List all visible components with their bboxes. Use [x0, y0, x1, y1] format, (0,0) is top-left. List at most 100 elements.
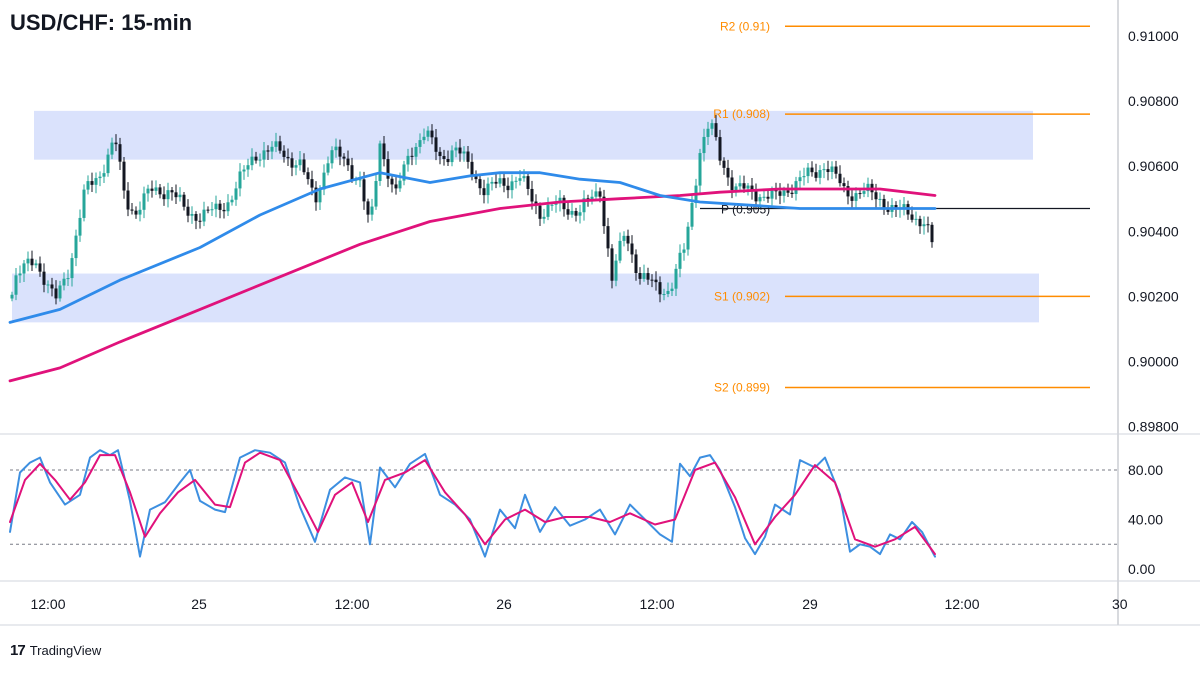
candle-body	[558, 197, 562, 204]
candle-body	[526, 176, 530, 189]
candle-body	[830, 166, 834, 172]
tradingview-wordmark: TradingView	[29, 643, 102, 658]
candle-body	[674, 268, 678, 289]
candle-body	[594, 191, 598, 197]
candle-body	[190, 213, 194, 216]
resistance-zone	[34, 110, 1033, 160]
candle-body	[130, 209, 134, 211]
candle-body	[358, 179, 362, 181]
s1-label: S1 (0.902)	[714, 289, 770, 303]
candle-body	[466, 151, 470, 162]
candle-body	[390, 178, 394, 185]
candle-body	[54, 288, 58, 299]
candle-body	[194, 213, 198, 221]
candle-body	[154, 187, 158, 191]
candle-body	[46, 284, 50, 286]
candle-body	[270, 146, 274, 152]
candle-body	[838, 173, 842, 184]
candle-body	[98, 176, 102, 179]
candle-body	[338, 146, 342, 157]
candle-body	[262, 150, 266, 160]
candle-body	[418, 140, 422, 147]
time-tick-label: 12:00	[639, 596, 674, 612]
time-tick-label: 12:00	[30, 596, 65, 612]
candle-body	[274, 141, 278, 147]
candle-body	[278, 141, 282, 151]
candle-body	[94, 178, 98, 185]
candle-body	[310, 179, 314, 188]
tradingview-mark-icon: 17	[10, 642, 26, 659]
candle-body	[582, 198, 586, 213]
candle-body	[642, 273, 646, 279]
candle-body	[834, 166, 838, 174]
candle-body	[810, 167, 814, 173]
candle-body	[798, 177, 802, 182]
time-tick-label: 12:00	[334, 596, 369, 612]
stoch-tick-label: 80.00	[1128, 462, 1163, 478]
candle-body	[598, 191, 602, 197]
candle-body	[110, 142, 114, 155]
candle-body	[630, 243, 634, 255]
candle-body	[698, 153, 702, 186]
candle-body	[374, 181, 378, 207]
candle-body	[538, 205, 542, 219]
candle-body	[206, 209, 210, 211]
candle-body	[518, 178, 522, 181]
candle-body	[366, 201, 370, 215]
candle-body	[414, 146, 418, 157]
candle-body	[318, 189, 322, 203]
candle-body	[246, 165, 250, 170]
candle-body	[730, 177, 734, 191]
candle-body	[814, 172, 818, 178]
candle-body	[546, 204, 550, 217]
candle-body	[14, 275, 18, 295]
r1-label: R1 (0.908)	[713, 107, 770, 121]
time-tick-label: 26	[496, 596, 512, 612]
candle-body	[510, 181, 514, 191]
candle-body	[762, 196, 766, 198]
candle-body	[846, 186, 850, 197]
candle-body	[922, 224, 926, 227]
candle-body	[530, 188, 534, 202]
candle-body	[622, 235, 626, 241]
price-tick-label: 0.90200	[1128, 288, 1179, 304]
candle-body	[522, 176, 526, 179]
candle-body	[126, 190, 130, 210]
candle-body	[794, 181, 798, 194]
candle-body	[474, 176, 478, 180]
candle-body	[854, 193, 858, 201]
candle-body	[370, 206, 374, 215]
candle-body	[322, 172, 326, 190]
candle-body	[850, 196, 854, 201]
candle-body	[62, 278, 66, 286]
candle-body	[286, 156, 290, 159]
candle-body	[550, 204, 554, 206]
candle-body	[186, 206, 190, 216]
candle-body	[50, 284, 54, 289]
candle-body	[342, 156, 346, 159]
candle-body	[250, 156, 254, 166]
candle-body	[442, 156, 446, 159]
s2-label: S2 (0.899)	[714, 380, 770, 394]
candle-body	[378, 143, 382, 182]
candle-body	[586, 198, 590, 200]
candle-body	[362, 179, 366, 202]
candle-body	[102, 173, 106, 177]
candle-body	[902, 204, 906, 208]
time-tick-label: 30	[1112, 596, 1128, 612]
candle-body	[242, 169, 246, 172]
candle-body	[430, 130, 434, 138]
time-tick-label: 29	[802, 596, 818, 612]
candle-body	[406, 155, 410, 165]
candle-body	[422, 136, 426, 141]
candle-body	[506, 185, 510, 191]
candle-body	[394, 184, 398, 189]
price-tick-label: 0.90400	[1128, 223, 1179, 239]
candle-body	[478, 179, 482, 189]
price-tick-label: 0.90000	[1128, 353, 1179, 369]
candle-body	[450, 150, 454, 163]
candle-body	[930, 224, 934, 243]
candle-body	[334, 146, 338, 151]
candle-body	[778, 191, 782, 196]
